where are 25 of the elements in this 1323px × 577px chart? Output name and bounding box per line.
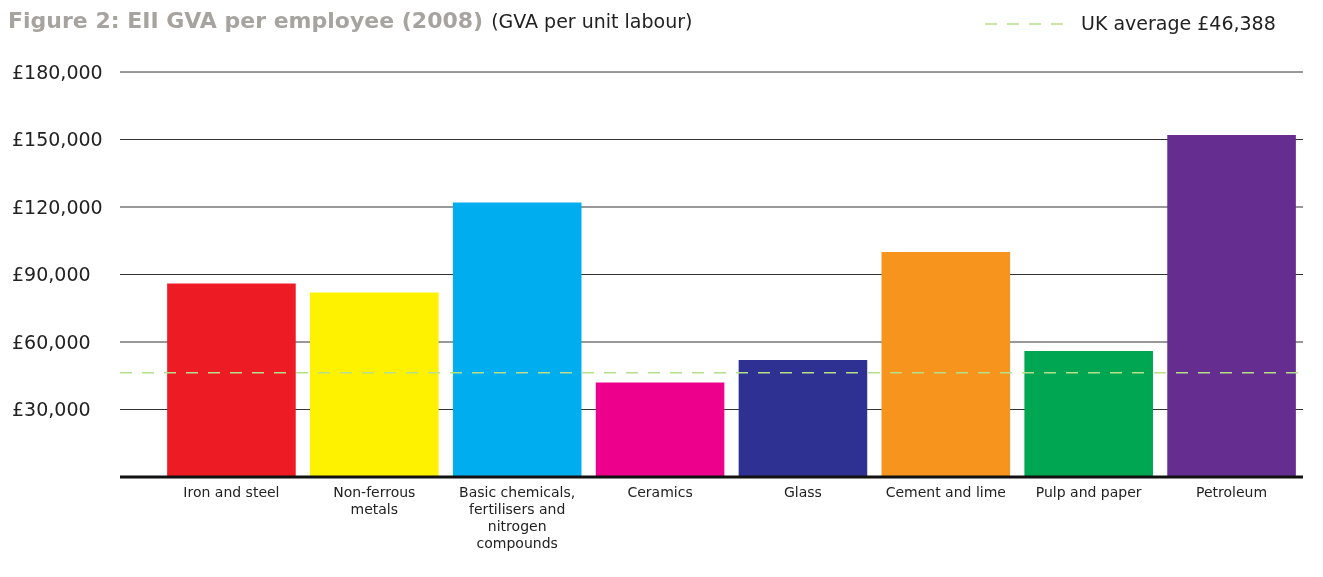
y-tick-label: £90,000 [12,263,91,286]
bar [452,202,582,477]
x-tick-label: Petroleum [1196,484,1268,500]
bar [167,283,296,477]
legend-label: UK average £46,388 [1081,12,1276,34]
bar [738,360,868,477]
chart-subtitle: (GVA per unit labour) [491,10,693,32]
bar [1024,351,1153,477]
x-tick-label: Ceramics [627,484,693,500]
chart-title: Figure 2: EII GVA per employee (2008) [8,8,484,33]
y-tick-label: £150,000 [12,128,103,151]
bar [310,292,439,477]
x-tick-label: Non-ferrous metals [333,484,416,517]
y-tick-label: £30,000 [12,398,91,421]
x-tick-label: Basic chemicals, fertilisers and nitrogen compounds [459,484,576,551]
x-tick-label: Pulp and paper [1035,484,1142,500]
x-tick-label: Glass [783,484,822,500]
bar [881,252,1011,477]
y-tick-label: £60,000 [12,330,91,353]
x-tick-label: Cement and lime [885,484,1006,500]
y-tick-label: £120,000 [12,195,103,218]
bar [1167,135,1296,477]
bar [595,382,725,477]
y-tick-label: £180,000 [12,60,103,83]
x-tick-label: Iron and steel [183,484,280,500]
